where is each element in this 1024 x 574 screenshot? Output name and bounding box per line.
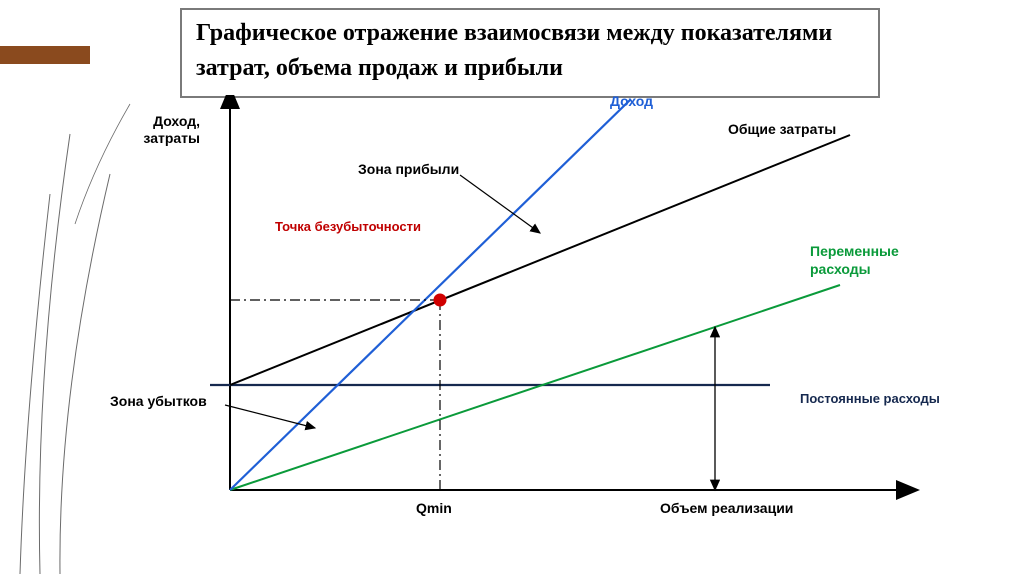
total-costs-line-label: Общие затраты xyxy=(728,121,836,137)
page-title: Графическое отражение взаимосвязи между … xyxy=(196,16,862,86)
title-box: Графическое отражение взаимосвязи между … xyxy=(180,8,880,98)
qmin-label: Qmin xyxy=(416,500,452,516)
profit-zone-label: Зона прибыли xyxy=(358,161,459,177)
breakeven-label: Точка безубыточности xyxy=(275,219,421,234)
fixed-costs-line-label: Постоянные расходы xyxy=(800,391,940,406)
income-line-label: Доход xyxy=(610,93,653,109)
breakeven-chart: Доход, затраты Доход Общие затраты Зона … xyxy=(110,95,990,565)
y-axis-label: Доход, затраты xyxy=(110,113,200,147)
decor-bar xyxy=(0,46,90,64)
x-axis-label: Объем реализации xyxy=(660,500,793,516)
loss-zone-label: Зона убытков xyxy=(110,393,207,409)
variable-costs-line-label: Переменные расходы xyxy=(810,243,899,278)
